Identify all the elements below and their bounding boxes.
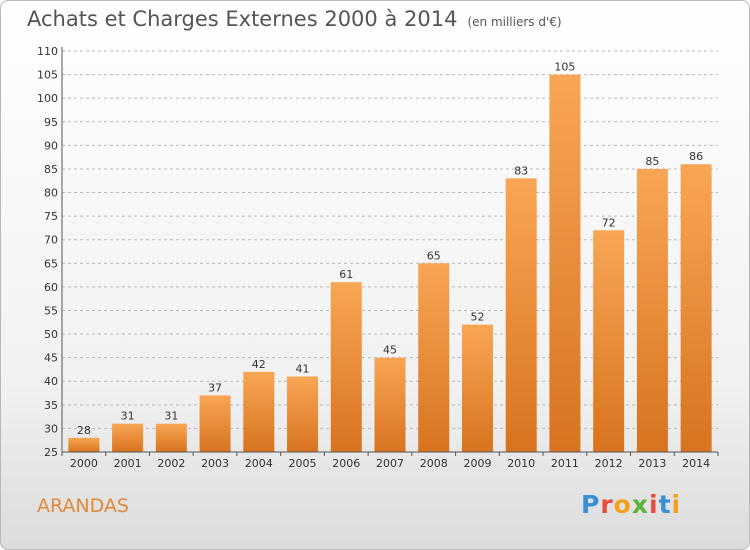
bar-2008 [418, 263, 450, 452]
y-tick-label: 55 [44, 304, 58, 317]
bar-value-label: 65 [427, 249, 441, 262]
bar-value-label: 86 [689, 150, 703, 163]
bar-2000 [68, 437, 100, 452]
y-tick-label: 95 [44, 116, 58, 129]
bar-value-label: 83 [514, 164, 528, 177]
y-tick-label: 65 [44, 257, 58, 270]
y-tick-label: 45 [44, 352, 58, 365]
y-tick-label: 80 [44, 187, 58, 200]
logo-letter: o [613, 490, 632, 519]
bar-2010 [505, 178, 537, 452]
bar-value-label: 31 [121, 410, 135, 423]
y-tick-label: 105 [37, 69, 58, 82]
y-tick-label: 85 [44, 163, 58, 176]
proxiti-logo: Proxiti [581, 490, 681, 519]
x-tick-label: 2007 [376, 457, 404, 470]
bar-2002 [155, 423, 187, 452]
bar-2001 [112, 423, 144, 452]
logo-letter: r [600, 490, 614, 519]
y-tick-label: 100 [37, 92, 58, 105]
x-tick-label: 2003 [201, 457, 229, 470]
bar-2014 [680, 164, 712, 453]
x-tick-label: 2002 [157, 457, 185, 470]
bar-2013 [636, 168, 668, 453]
logo-letter: x [631, 490, 649, 519]
bar-value-label: 85 [645, 155, 659, 168]
x-tick-label: 2012 [595, 457, 623, 470]
x-tick-label: 2001 [114, 457, 142, 470]
x-tick-label: 2008 [420, 457, 448, 470]
y-tick-label: 25 [44, 446, 58, 459]
bar-2007 [374, 357, 406, 452]
bar-2012 [593, 230, 625, 452]
bar-value-label: 37 [208, 381, 222, 394]
logo-letter: t [658, 490, 672, 519]
chart-title-text: Achats et Charges Externes 2000 à 2014 [27, 7, 458, 31]
logo-letter: i [649, 490, 659, 519]
bar-2005 [287, 376, 319, 452]
y-tick-label: 75 [44, 210, 58, 223]
x-tick-label: 2011 [551, 457, 579, 470]
bar-value-label: 28 [77, 424, 91, 437]
x-tick-label: 2009 [463, 457, 491, 470]
bar-2006 [330, 282, 362, 452]
bar-value-label: 105 [554, 61, 575, 74]
commune-name: ARANDAS [37, 495, 129, 517]
bar-2003 [199, 395, 231, 452]
bar-value-label: 42 [252, 358, 266, 371]
bar-value-label: 31 [164, 410, 178, 423]
bar-2009 [461, 324, 493, 452]
y-tick-label: 70 [44, 234, 58, 247]
bar-2004 [243, 371, 275, 452]
x-tick-label: 2000 [70, 457, 98, 470]
bar-value-label: 41 [296, 363, 310, 376]
x-tick-label: 2006 [332, 457, 360, 470]
bar-value-label: 72 [602, 216, 616, 229]
x-tick-label: 2014 [682, 457, 710, 470]
x-tick-label: 2004 [245, 457, 273, 470]
bar-value-label: 52 [470, 311, 484, 324]
chart-subtitle: (en milliers d'€) [467, 15, 562, 29]
y-tick-label: 40 [44, 375, 58, 388]
axes-group: 25 30 35 40 45 50 55 60 65 70 75 80 85 90 95 100 105 110 2… [37, 45, 719, 470]
y-tick-label: 110 [37, 45, 58, 58]
bar-2011 [549, 74, 581, 453]
logo-letter: i [671, 490, 682, 519]
y-tick-label: 90 [44, 139, 58, 152]
x-tick-label: 2005 [289, 457, 317, 470]
chart-title: Achats et Charges Externes 2000 à 2014 (e… [27, 7, 562, 31]
y-tick-label: 35 [44, 399, 58, 412]
y-tick-label: 60 [44, 281, 58, 294]
bar-value-label: 61 [339, 268, 353, 281]
logo-letter: P [581, 490, 601, 519]
bar-value-label: 45 [383, 344, 397, 357]
bars-group: 28 31 31 37 42 41 61 45 65 52 83 105 72 85 86 [68, 61, 712, 453]
x-tick-label: 2010 [507, 457, 535, 470]
y-tick-label: 30 [44, 422, 58, 435]
x-tick-label: 2013 [638, 457, 666, 470]
y-tick-label: 50 [44, 328, 58, 341]
